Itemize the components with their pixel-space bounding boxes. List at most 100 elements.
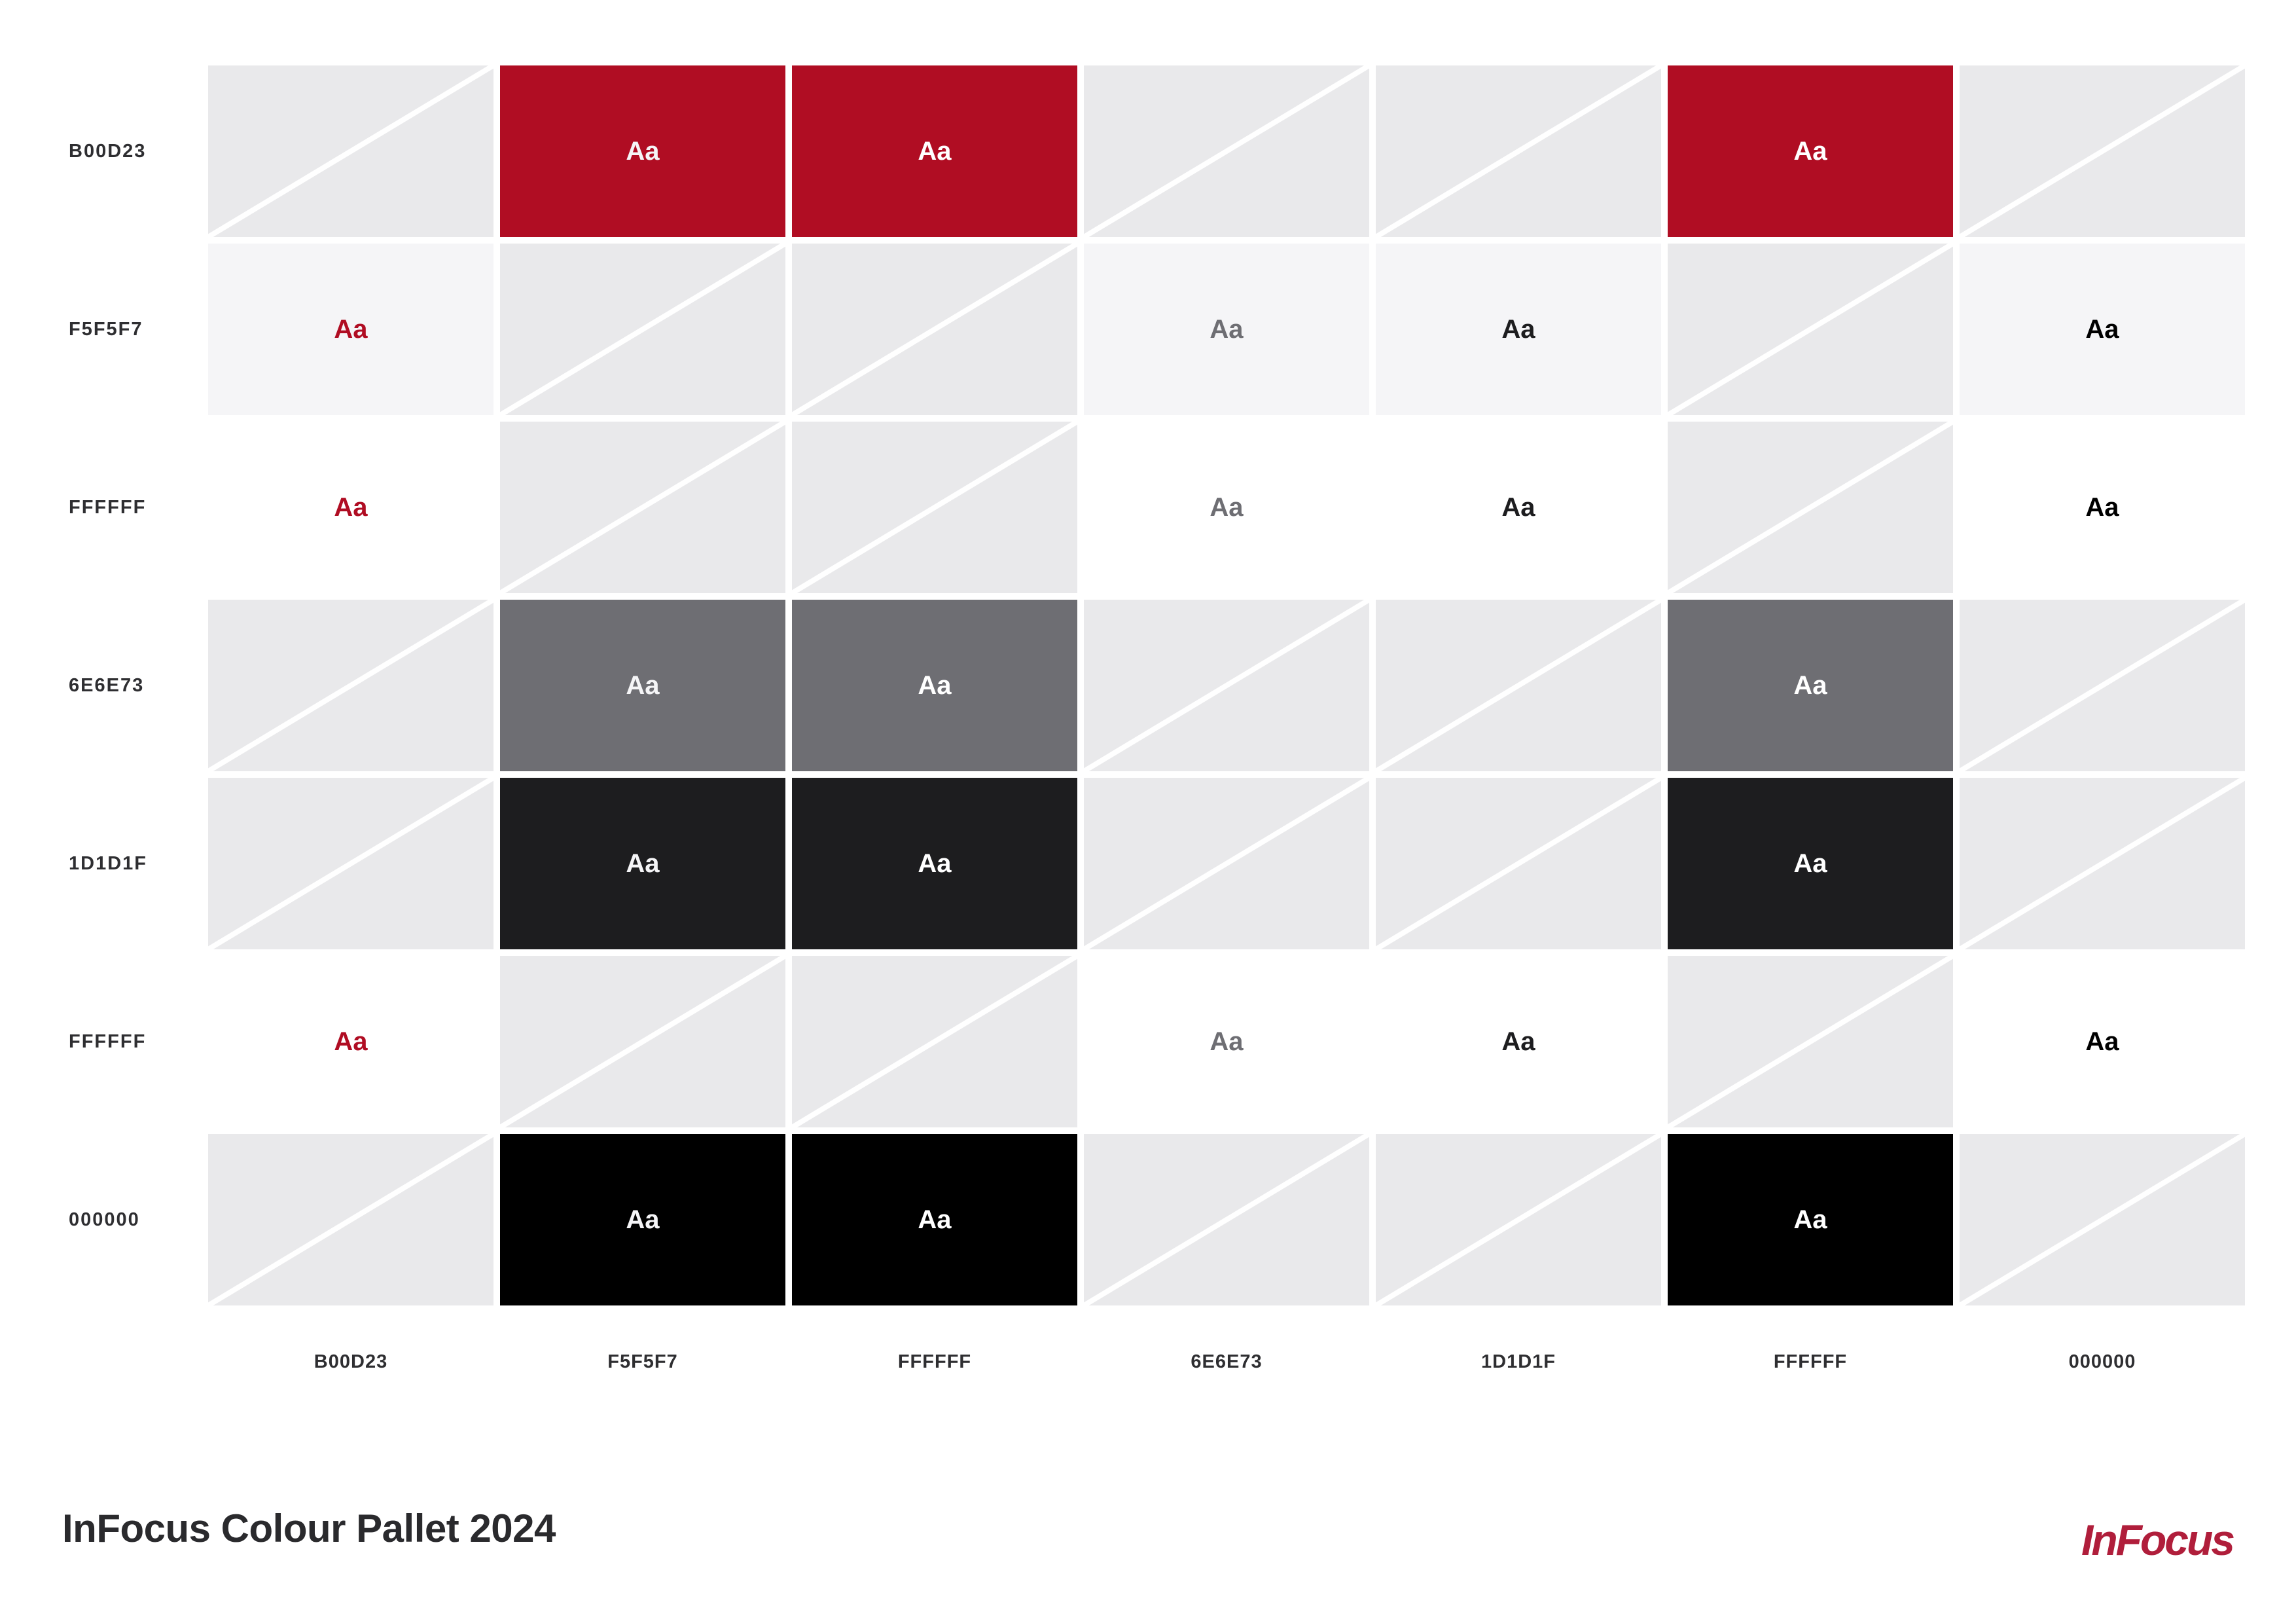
sample-text: Aa [918,1205,952,1234]
column-label: 6E6E73 [1191,1351,1263,1372]
invalid-combination-cell [1376,1134,1661,1305]
row-label: FFFFFF [69,1030,147,1052]
invalid-combination-cell [1084,65,1369,237]
diagonal-strike-icon [208,1134,493,1305]
diagonal-strike-icon [792,422,1077,593]
diagonal-strike-icon [1960,1134,2245,1305]
diagonal-strike-icon [1668,956,1953,1127]
column-label: FFFFFF [1773,1351,1848,1372]
contrast-cell: Aa [1084,244,1369,415]
contrast-cell: Aa [792,778,1077,949]
row-label: 1D1D1F [69,852,147,874]
invalid-combination-cell [1668,422,1953,593]
contrast-cell: Aa [1084,956,1369,1127]
sample-text: Aa [1793,1205,1827,1234]
matrix-corner-spacer [69,1312,202,1397]
diagonal-strike-icon [1376,65,1661,237]
invalid-combination-cell [1960,778,2245,949]
invalid-combination-cell [1084,600,1369,771]
contrast-cell: Aa [1084,422,1369,593]
invalid-combination-cell [1960,600,2245,771]
sample-text: Aa [626,670,660,700]
diagonal-strike-icon [1376,1134,1661,1305]
diagonal-strike-icon [792,244,1077,415]
invalid-combination-cell [792,422,1077,593]
column-label: 000000 [2068,1351,2136,1372]
invalid-combination-cell [1960,65,2245,237]
diagonal-strike-icon [792,956,1077,1127]
contrast-cell: Aa [208,956,493,1127]
sample-text: Aa [334,1027,368,1056]
diagonal-strike-icon [1376,778,1661,949]
contrast-cell: Aa [792,1134,1077,1305]
sample-text: Aa [334,492,368,522]
invalid-combination-cell [500,422,785,593]
sample-text: Aa [2085,1027,2119,1056]
sample-text: Aa [1501,1027,1535,1056]
contrast-cell: Aa [500,65,785,237]
contrast-cell: Aa [1376,956,1661,1127]
row-label: FFFFFF [69,496,147,518]
infocus-logo: InFocus [2081,1516,2235,1564]
diagonal-strike-icon [1960,65,2245,237]
invalid-combination-cell [500,244,785,415]
diagonal-strike-icon [1960,778,2245,949]
column-label: 1D1D1F [1481,1351,1556,1372]
diagonal-strike-icon [1376,600,1661,771]
diagonal-strike-icon [1960,600,2245,771]
contrast-cell: Aa [1376,422,1661,593]
diagonal-strike-icon [1084,65,1369,237]
diagonal-strike-icon [1084,778,1369,949]
sample-text: Aa [1210,314,1244,344]
invalid-combination-cell [1668,244,1953,415]
invalid-combination-cell [1376,778,1661,949]
sample-text: Aa [626,136,660,166]
invalid-combination-cell [1084,1134,1369,1305]
diagonal-strike-icon [1084,1134,1369,1305]
diagonal-strike-icon [1084,600,1369,771]
contrast-cell: Aa [1376,244,1661,415]
row-label: B00D23 [69,140,147,162]
sample-text: Aa [1501,492,1535,522]
contrast-cell: Aa [792,600,1077,771]
sample-text: Aa [1501,314,1535,344]
contrast-cell: Aa [1668,1134,1953,1305]
contrast-cell: Aa [500,778,785,949]
invalid-combination-cell [1376,600,1661,771]
diagonal-strike-icon [500,956,785,1127]
invalid-combination-cell [1376,65,1661,237]
contrast-cell: Aa [1960,422,2245,593]
diagonal-strike-icon [208,65,493,237]
invalid-combination-cell [1960,1134,2245,1305]
contrast-cell: Aa [500,600,785,771]
diagonal-strike-icon [1668,422,1953,593]
sample-text: Aa [626,848,660,878]
contrast-cell: Aa [1960,956,2245,1127]
contrast-cell: Aa [1668,600,1953,771]
invalid-combination-cell [208,778,493,949]
sample-text: Aa [2085,492,2119,522]
diagonal-strike-icon [500,244,785,415]
sample-text: Aa [918,848,952,878]
contrast-cell: Aa [208,244,493,415]
invalid-combination-cell [1084,778,1369,949]
diagonal-strike-icon [500,422,785,593]
invalid-combination-cell [208,1134,493,1305]
contrast-cell: Aa [500,1134,785,1305]
column-label: B00D23 [314,1351,388,1372]
invalid-combination-cell [1668,956,1953,1127]
diagonal-strike-icon [208,778,493,949]
invalid-combination-cell [792,956,1077,1127]
page-title: InFocus Colour Pallet 2024 [62,1506,556,1550]
contrast-cell: Aa [792,65,1077,237]
sample-text: Aa [1793,136,1827,166]
sample-text: Aa [1210,492,1244,522]
contrast-cell: Aa [1668,778,1953,949]
colour-contrast-matrix: B00D23 Aa Aa Aa F5F5F7 Aa Aa Aa Aa FFFFFF Aa Aa Aa Aa… [69,65,2245,1397]
invalid-combination-cell [208,65,493,237]
invalid-combination-cell [500,956,785,1127]
sample-text: Aa [918,136,952,166]
sample-text: Aa [918,670,952,700]
invalid-combination-cell [792,244,1077,415]
